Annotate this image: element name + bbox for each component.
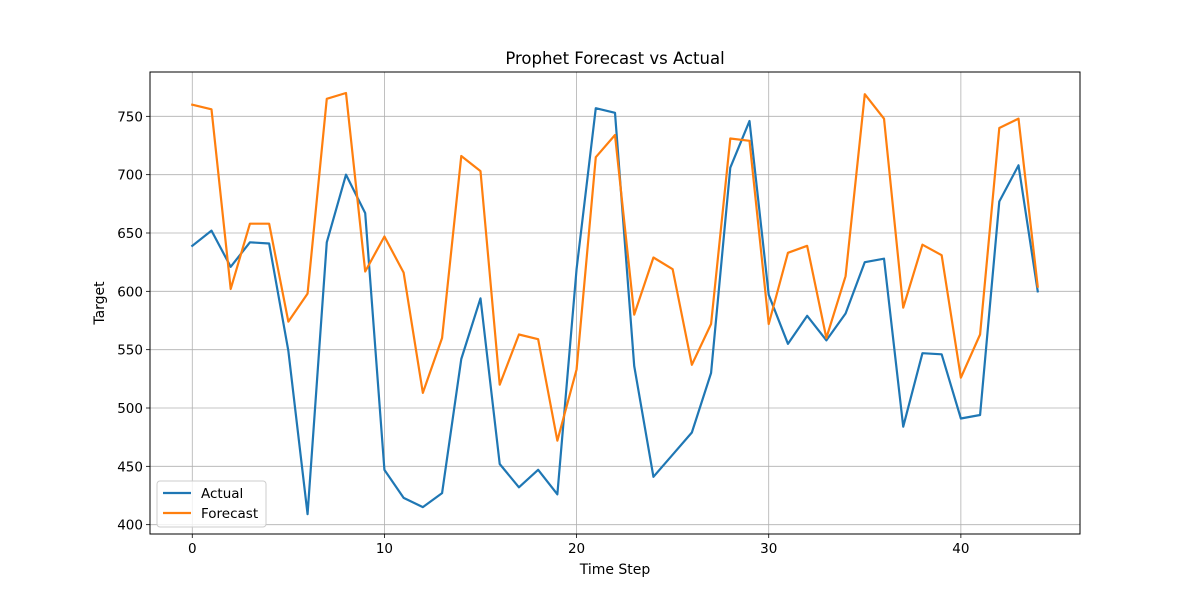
legend: Actual Forecast xyxy=(156,480,267,528)
x-tick-label: 20 xyxy=(568,541,585,557)
y-tick-label: 650 xyxy=(117,226,143,242)
x-tick-label: 30 xyxy=(760,541,777,557)
grid xyxy=(150,72,1080,534)
y-tick-label: 750 xyxy=(117,109,143,125)
x-tick-label: 0 xyxy=(188,541,197,557)
legend-actual-label: Actual xyxy=(201,486,243,502)
legend-forecast-label: Forecast xyxy=(201,506,258,522)
x-tick-label: 40 xyxy=(952,541,969,557)
y-tick-label: 700 xyxy=(117,168,143,184)
y-axis-label: Target xyxy=(92,281,108,326)
x-axis-label: Time Step xyxy=(579,562,651,578)
axis-ticks: 0 10 20 30 40 400 450 500 550 600 650 700 750 xyxy=(117,109,969,557)
y-tick-label: 600 xyxy=(117,284,143,300)
y-tick-label: 500 xyxy=(117,401,143,417)
series-line-actual xyxy=(190,107,1039,516)
plot-area-frame xyxy=(149,71,1081,535)
series-lines xyxy=(190,91,1039,516)
chart-title: Prophet Forecast vs Actual xyxy=(505,49,724,68)
y-tick-label: 550 xyxy=(117,343,143,359)
x-tick-label: 10 xyxy=(376,541,393,557)
y-tick-label: 400 xyxy=(117,518,143,534)
series-line-forecast xyxy=(190,91,1039,442)
y-tick-label: 450 xyxy=(117,459,143,475)
